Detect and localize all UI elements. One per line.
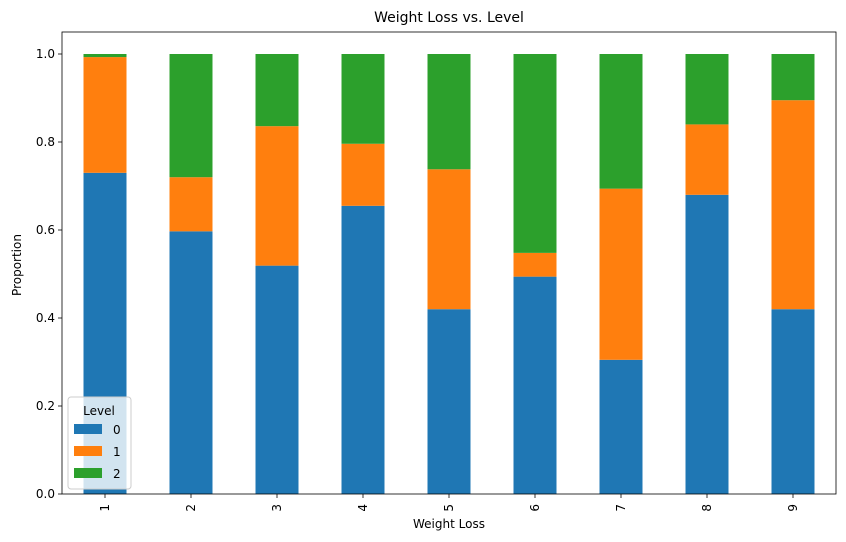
- legend-title: Level: [83, 404, 115, 418]
- y-tick-label: 0.2: [36, 399, 55, 413]
- bar-segment: [169, 231, 213, 494]
- bar-segment: [83, 57, 127, 173]
- bar-segment: [341, 143, 385, 206]
- x-tick-label: 7: [614, 504, 628, 512]
- bar-segment: [771, 54, 815, 101]
- y-tick-label: 0.8: [36, 135, 55, 149]
- bar-segment: [255, 126, 299, 266]
- chart-title: Weight Loss vs. Level: [374, 10, 524, 26]
- bar-segment: [341, 54, 385, 144]
- x-tick-label: 8: [700, 504, 714, 512]
- x-tick-label: 3: [270, 504, 284, 512]
- legend-swatch: [74, 468, 102, 478]
- bar-segment: [513, 276, 557, 494]
- y-tick-label: 0.4: [36, 311, 55, 325]
- legend: Level 0 1 2: [67, 396, 132, 490]
- legend-swatch: [74, 446, 102, 456]
- x-tick-label: 2: [184, 504, 198, 512]
- bar-segment: [255, 265, 299, 494]
- bar-segment: [427, 54, 471, 170]
- x-axis-label: Weight Loss: [413, 517, 485, 531]
- y-tick-label: 0.6: [36, 223, 55, 237]
- legend-entry: 1: [113, 445, 121, 459]
- bar-segment: [513, 54, 557, 253]
- bar-segment: [169, 177, 213, 232]
- bar-segment: [599, 54, 643, 189]
- x-tick-label: 4: [356, 504, 370, 512]
- bar-segment: [427, 169, 471, 310]
- legend-entry: 2: [113, 467, 121, 481]
- bar-segment: [427, 309, 471, 494]
- bar-segment: [255, 54, 299, 127]
- bar-segment: [341, 205, 385, 495]
- legend-swatch: [74, 424, 102, 434]
- bar-segment: [685, 194, 729, 495]
- x-tick-label: 1: [98, 504, 112, 512]
- bar-segment: [513, 252, 557, 277]
- x-tick-label: 9: [786, 504, 800, 512]
- bar-segment: [169, 54, 213, 178]
- bar-segment: [599, 359, 643, 494]
- x-tick-label: 6: [528, 504, 542, 512]
- bars-group: [83, 54, 815, 495]
- legend-entry: 0: [113, 423, 121, 437]
- legend-frame: [67, 396, 132, 490]
- axes-group: 0.0 0.2 0.4 0.6 0.8 1.0 1 2 3 4 5 6 7 8 9: [36, 31, 837, 512]
- bar-segment: [599, 188, 643, 360]
- bar-segment: [771, 100, 815, 310]
- bar-segment: [685, 54, 729, 125]
- y-tick-label: 1.0: [36, 47, 55, 61]
- x-tick-label: 5: [442, 504, 456, 512]
- bar-segment: [83, 54, 127, 58]
- y-axis-label: Proportion: [10, 234, 24, 296]
- bar-segment: [685, 124, 729, 195]
- bar-segment: [771, 309, 815, 494]
- y-tick-label: 0.0: [36, 487, 55, 501]
